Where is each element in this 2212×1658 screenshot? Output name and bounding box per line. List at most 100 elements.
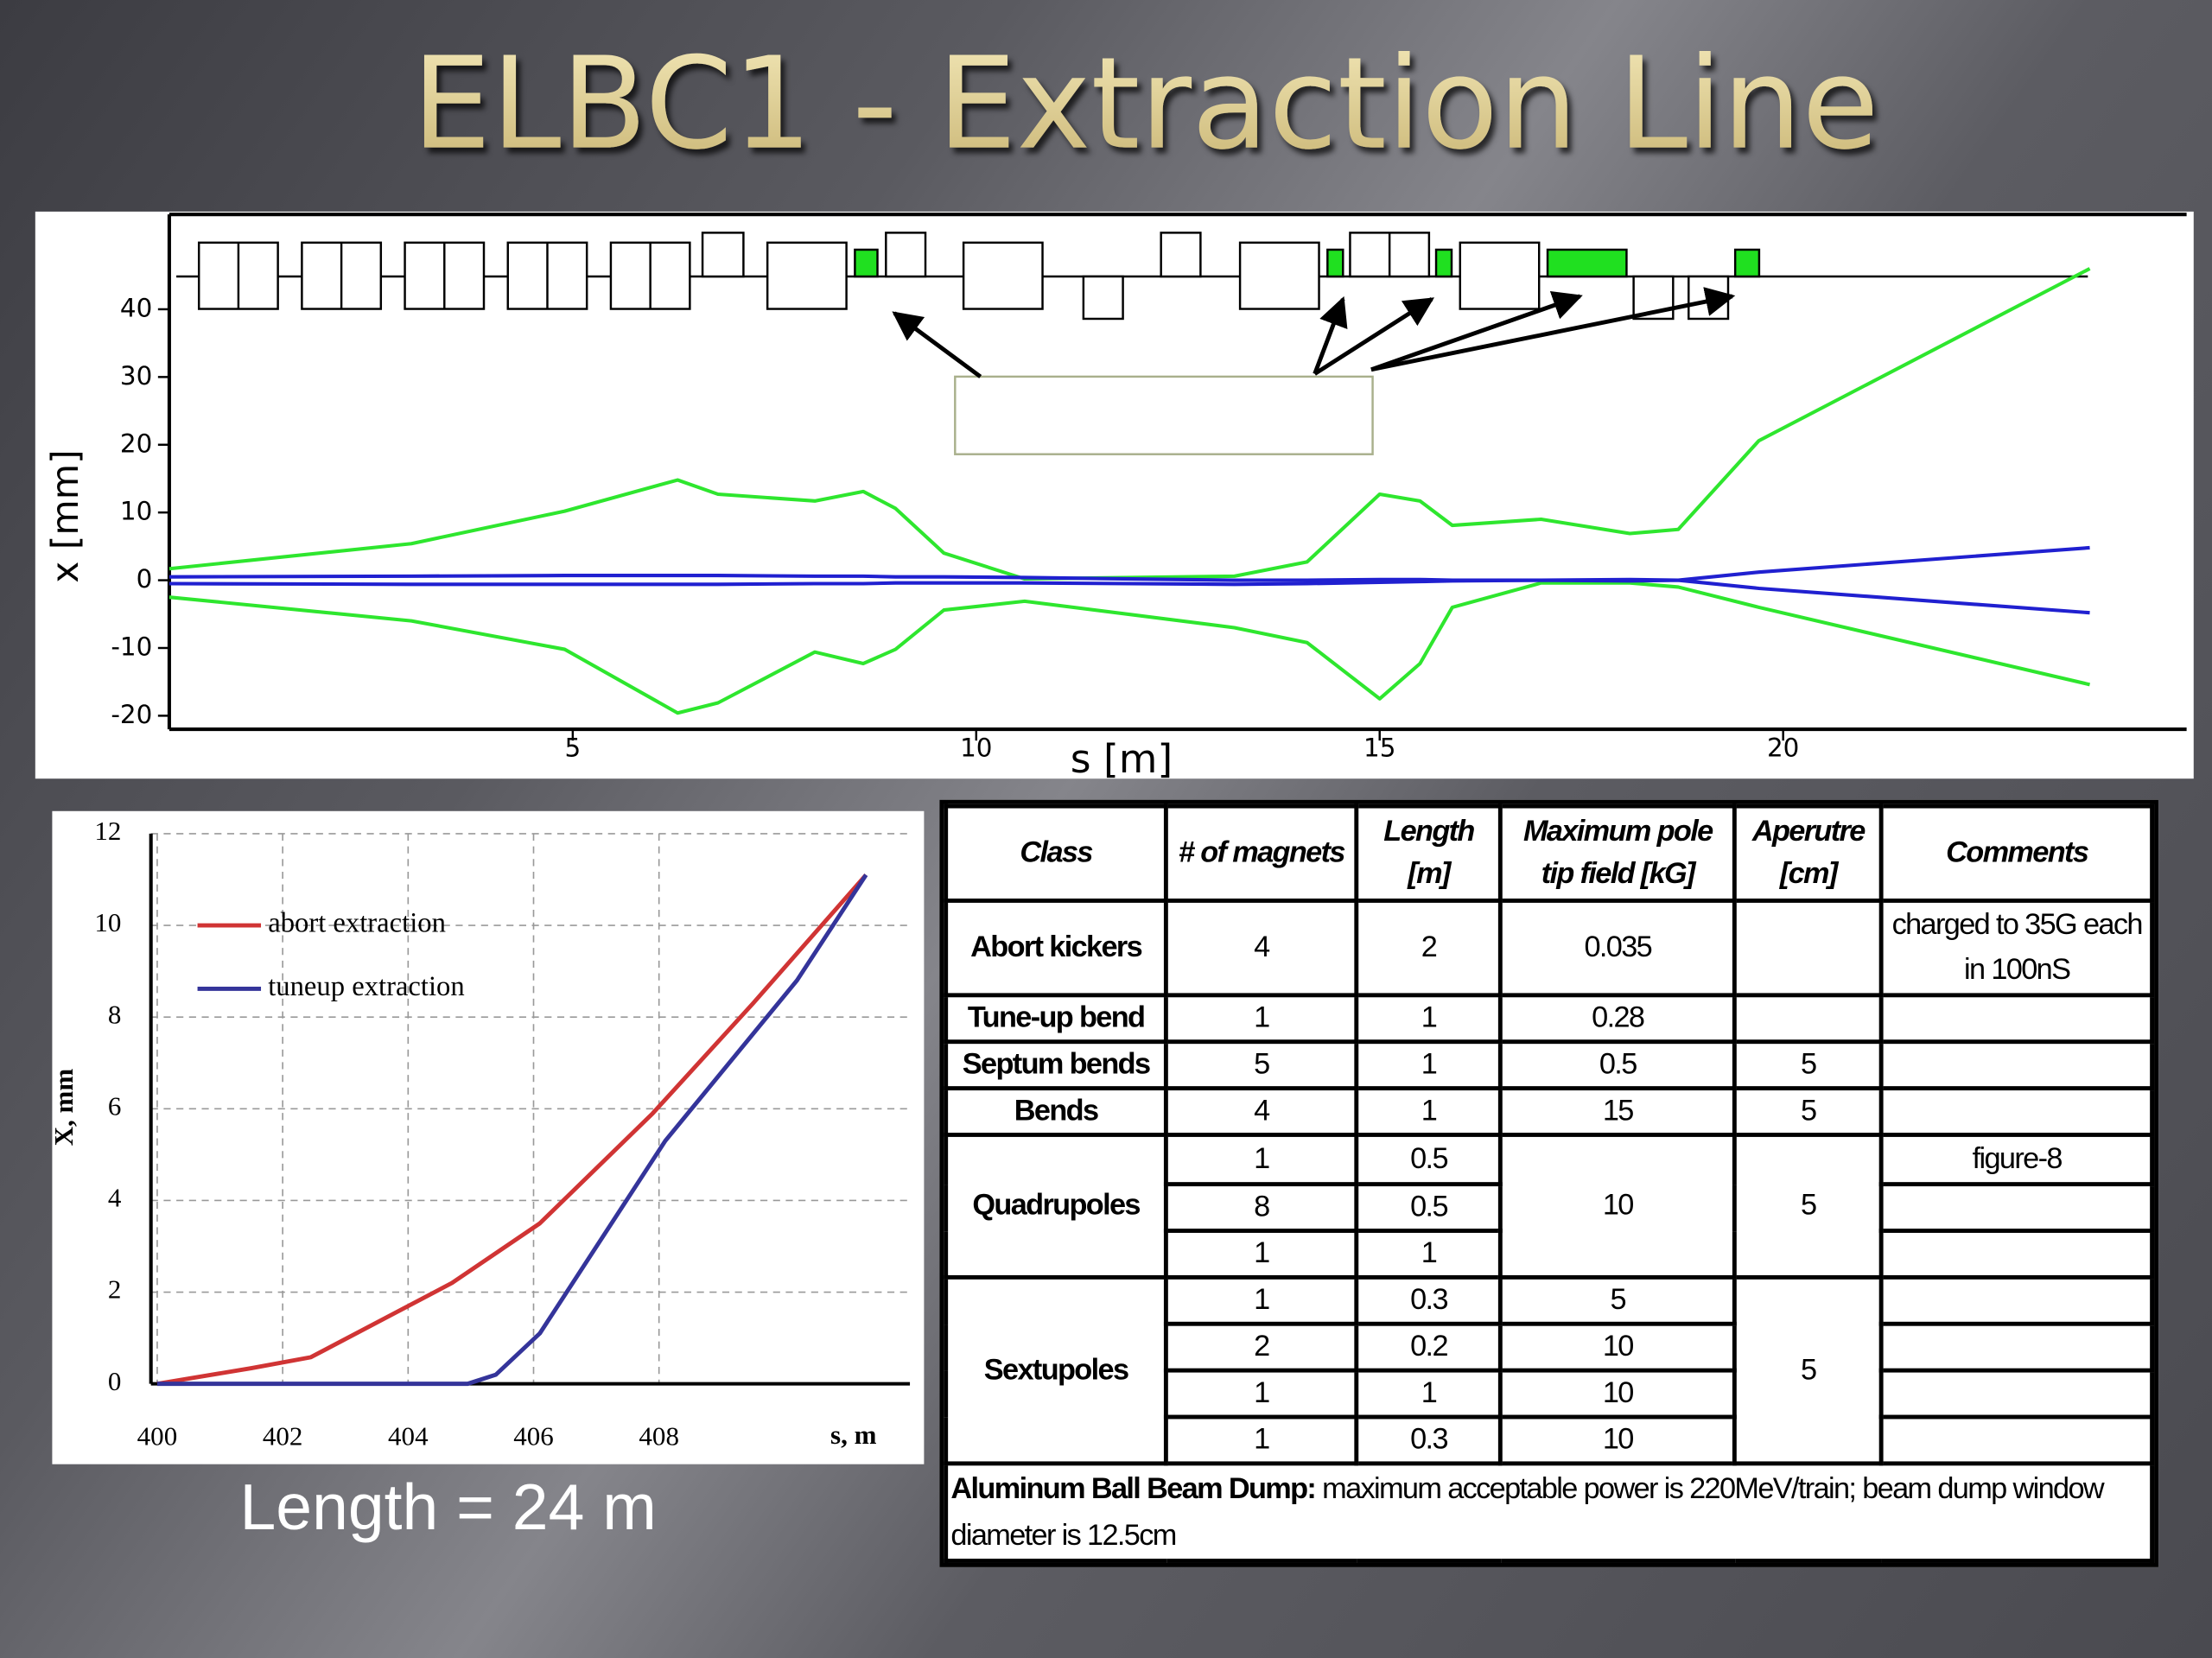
y-tick-label: 0 <box>108 1366 122 1396</box>
field-cell: 15 <box>1498 1086 1738 1137</box>
comments-cell <box>1879 1039 2155 1091</box>
table-row: 1 1 10 <box>946 1368 2155 1420</box>
legend-label: tuneup extraction <box>268 971 465 1002</box>
magnets-cell: 1 <box>1164 1274 1359 1326</box>
magnets-cell: 1 <box>1164 1368 1359 1420</box>
footer-cell: Aluminum Ball Beam Dump: maximum accepta… <box>944 1461 2155 1563</box>
length-cell: 0.5 <box>1354 1133 1503 1187</box>
footer-bold: Aluminum Ball Beam Dump: <box>950 1472 1316 1506</box>
table-footer: Aluminum Ball Beam Dump: maximum accepta… <box>944 1461 2155 1563</box>
length-cell: 0.5 <box>1354 1182 1503 1233</box>
y-tick-label: 20 <box>120 429 152 458</box>
series-line <box>168 581 2091 715</box>
legend-label: abort extraction <box>268 908 446 939</box>
table-body: Abort kickers 4 2 0.035 charged to 35G each … <box>944 898 2155 1563</box>
field-cell: 0.28 <box>1498 993 1738 1045</box>
y-tick-label: 12 <box>94 816 121 846</box>
comments-cell <box>1879 1182 2155 1233</box>
aperture-cell <box>1732 898 1885 998</box>
comments-cell <box>1879 1274 2155 1326</box>
comments-cell <box>1879 1368 2155 1420</box>
aperture-cell: 5 <box>1732 1086 1885 1137</box>
x-tick-label: 400 <box>137 1420 178 1451</box>
table-row: Bends 4 1 15 5 <box>944 1086 2155 1137</box>
magnets-cell: 1 <box>1164 1133 1359 1187</box>
header-cell: Length [m] <box>1354 804 1503 903</box>
y-tick-label: 6 <box>108 1090 122 1121</box>
y-tick-label: 30 <box>120 361 152 391</box>
class-cell: Abort kickers <box>944 898 1168 998</box>
magnets-cell: 2 <box>1164 1321 1359 1373</box>
x-tick-label: 402 <box>263 1420 303 1451</box>
comments-cell <box>1879 993 2155 1045</box>
table: Class # of magnets Length [m] Maximum pole … <box>944 804 2155 1563</box>
comments-cell: charged to 35G each in 100nS <box>1879 898 2155 998</box>
y-tick-label: 40 <box>120 293 152 322</box>
comments-cell <box>1879 1229 2155 1280</box>
table-row: Sextupoles 1 0.3 5 5 <box>944 1274 2155 1466</box>
aperture-cell: 5 <box>1732 1274 1885 1466</box>
length-cell: 0.3 <box>1354 1274 1503 1326</box>
class-cell: Sextupoles <box>944 1274 1168 1466</box>
magnets-cell: 4 <box>1164 898 1359 998</box>
length-cell: 1 <box>1354 1368 1503 1420</box>
length-cell: 0.2 <box>1354 1321 1503 1373</box>
magnets-cell: 5 <box>1164 1039 1359 1091</box>
y-tick-label: -20 <box>111 700 152 729</box>
length-cell: 1 <box>1354 1086 1503 1137</box>
x-tick-label: 5 <box>565 733 582 762</box>
field-cell: 0.035 <box>1498 898 1738 998</box>
aperture-cell: 5 <box>1732 1039 1885 1091</box>
table-row: 2 0.2 10 <box>946 1321 2155 1373</box>
class-cell: Tune-up bend <box>944 993 1168 1045</box>
y-axis-title: x [mm] <box>45 449 87 582</box>
comments-cell <box>1879 1321 2155 1373</box>
magnets-cell: 8 <box>1164 1182 1359 1233</box>
header-cell: # of magnets <box>1164 804 1359 903</box>
series-line <box>156 873 868 1387</box>
field-cell: 10 <box>1498 1133 1738 1280</box>
x-axis-title: s [m] <box>1071 736 1173 782</box>
length-cell: 1 <box>1354 1039 1503 1091</box>
y-tick-label: 2 <box>108 1274 122 1305</box>
header-cell: Comments <box>1879 804 2155 903</box>
x-axis-title: s, m <box>830 1420 877 1450</box>
magnet-table: Class # of magnets Length [m] Maximum pole … <box>939 799 2158 1567</box>
y-tick-label: 10 <box>120 497 152 526</box>
chart: 0 2 4 6 8 10 12 400 402 404 406 408 s, m X, mm abort e… <box>48 816 911 1451</box>
aperture-cell: 5 <box>1732 1133 1885 1280</box>
table-row: 1 0.3 10 <box>946 1414 2155 1466</box>
header-cell: Aperutre [cm] <box>1732 804 1885 903</box>
x-tick-label: 406 <box>513 1420 554 1451</box>
field-cell: 0.5 <box>1498 1039 1738 1091</box>
magnets-cell: 1 <box>1164 993 1359 1045</box>
comments-cell <box>1879 1414 2155 1466</box>
lattice <box>176 232 2088 455</box>
table-header: Class # of magnets Length [m] Maximum pole … <box>944 804 2155 903</box>
y-tick-label: 4 <box>108 1183 122 1213</box>
slide-title: ELBC1 - Extraction Line <box>412 30 1879 178</box>
y-tick-label: -10 <box>111 632 152 661</box>
series-line <box>156 873 868 1387</box>
table-row: Quadrupoles 1 0.5 10 5 figure-8 <box>944 1133 2155 1280</box>
x-tick-label: 408 <box>639 1420 679 1451</box>
chart2-panel <box>52 810 925 1464</box>
aperture-cell <box>1732 993 1885 1045</box>
field-cell: 10 <box>1498 1368 1738 1420</box>
table-row: 8 0.5 <box>946 1182 2155 1233</box>
length-cell: 2 <box>1354 898 1503 998</box>
y-tick-label: 0 <box>137 564 153 594</box>
caption: Length = 24 m <box>240 1471 657 1543</box>
series-line <box>168 577 2090 615</box>
comments-cell <box>1879 1086 2155 1137</box>
x-tick-label: 404 <box>388 1420 429 1451</box>
length-cell: 0.3 <box>1354 1414 1503 1466</box>
magnets-cell: 1 <box>1164 1229 1359 1280</box>
table-row: Abort kickers 4 2 0.035 charged to 35G each … <box>944 898 2155 998</box>
